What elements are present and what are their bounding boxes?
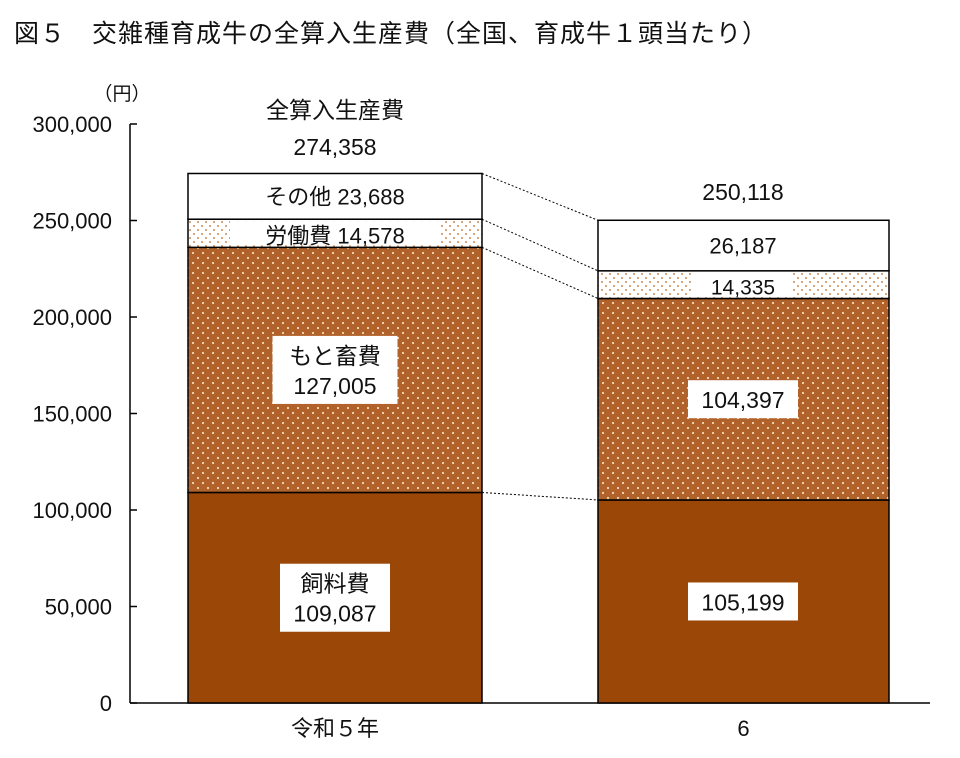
total-label: 250,118	[702, 179, 783, 205]
connector-line	[481, 246, 599, 299]
total-label-title: 全算入生産費	[266, 97, 404, 123]
bar-segment-3	[187, 172, 483, 220]
chart-title: 図５ 交雑種育成牛の全算入生産費（全国、育成牛１頭当たり）	[14, 19, 769, 48]
connector-line	[481, 173, 599, 221]
label-box	[688, 380, 798, 419]
y-tick-label: 300,000	[32, 112, 112, 137]
y-tick-label: 100,000	[32, 498, 112, 523]
total-label: 274,358	[293, 134, 376, 160]
connector-line	[481, 218, 599, 272]
x-tick-label: 令和５年	[291, 716, 379, 741]
data-label: 労働費 14,578	[265, 223, 404, 248]
data-label: もと畜費	[289, 343, 381, 369]
y-tick-label: 150,000	[32, 402, 112, 427]
data-label: 104,397	[701, 387, 784, 413]
y-tick-label: 250,000	[32, 209, 112, 234]
data-label: 105,199	[701, 589, 784, 615]
label-box	[693, 272, 793, 297]
y-tick-label: 200,000	[32, 305, 112, 330]
connector-line	[481, 491, 599, 501]
label-box	[230, 221, 440, 246]
data-label: 109,087	[293, 601, 376, 627]
data-label: 26,187	[709, 234, 776, 259]
data-label: 14,335	[711, 276, 775, 299]
bar-segment-3	[597, 219, 890, 272]
y-tick-label: 0	[100, 691, 112, 716]
data-label: 飼料費	[301, 571, 370, 597]
label-box	[272, 335, 398, 404]
data-label: 127,005	[293, 373, 376, 399]
label-box	[280, 563, 390, 632]
y-axis-unit: （円）	[93, 83, 150, 105]
y-tick-label: 50,000	[45, 595, 112, 620]
data-label: その他 23,688	[265, 184, 404, 209]
label-box	[688, 582, 798, 621]
x-tick-label: 6	[737, 716, 749, 741]
